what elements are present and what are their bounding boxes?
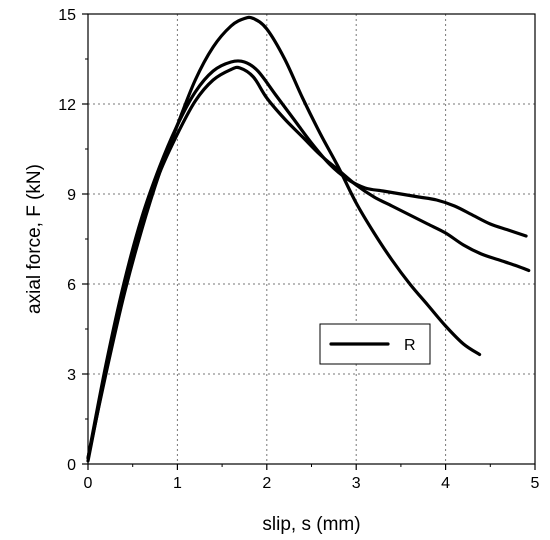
x-tick-label-4: 4 bbox=[441, 475, 450, 492]
y-tick-label-5: 15 bbox=[58, 7, 76, 24]
x-tick-label-3: 3 bbox=[352, 475, 361, 492]
y-tick-label-3: 9 bbox=[67, 187, 76, 204]
legend-label-r: R bbox=[404, 337, 416, 354]
y-axis-title: axial force, F (kN) bbox=[24, 164, 45, 314]
x-tick-label-0: 0 bbox=[84, 475, 93, 492]
x-tick-label-1: 1 bbox=[173, 475, 182, 492]
legend: R bbox=[319, 323, 431, 365]
series-line-3 bbox=[86, 65, 531, 463]
y-tick-label-2: 6 bbox=[67, 277, 76, 294]
y-tick-label-4: 12 bbox=[58, 97, 76, 114]
series-group bbox=[86, 15, 531, 463]
x-tick-label-5: 5 bbox=[531, 475, 540, 492]
y-tick-label-1: 3 bbox=[67, 367, 76, 384]
y-tick-label-0: 0 bbox=[67, 457, 76, 474]
series-line-2 bbox=[86, 59, 528, 460]
series-line-1 bbox=[86, 15, 482, 460]
tick-marks bbox=[82, 13, 536, 470]
x-axis-title: slip, s (mm) bbox=[262, 514, 360, 535]
x-tick-label-2: 2 bbox=[262, 475, 271, 492]
grid bbox=[88, 14, 535, 464]
plot-frame bbox=[87, 13, 536, 465]
